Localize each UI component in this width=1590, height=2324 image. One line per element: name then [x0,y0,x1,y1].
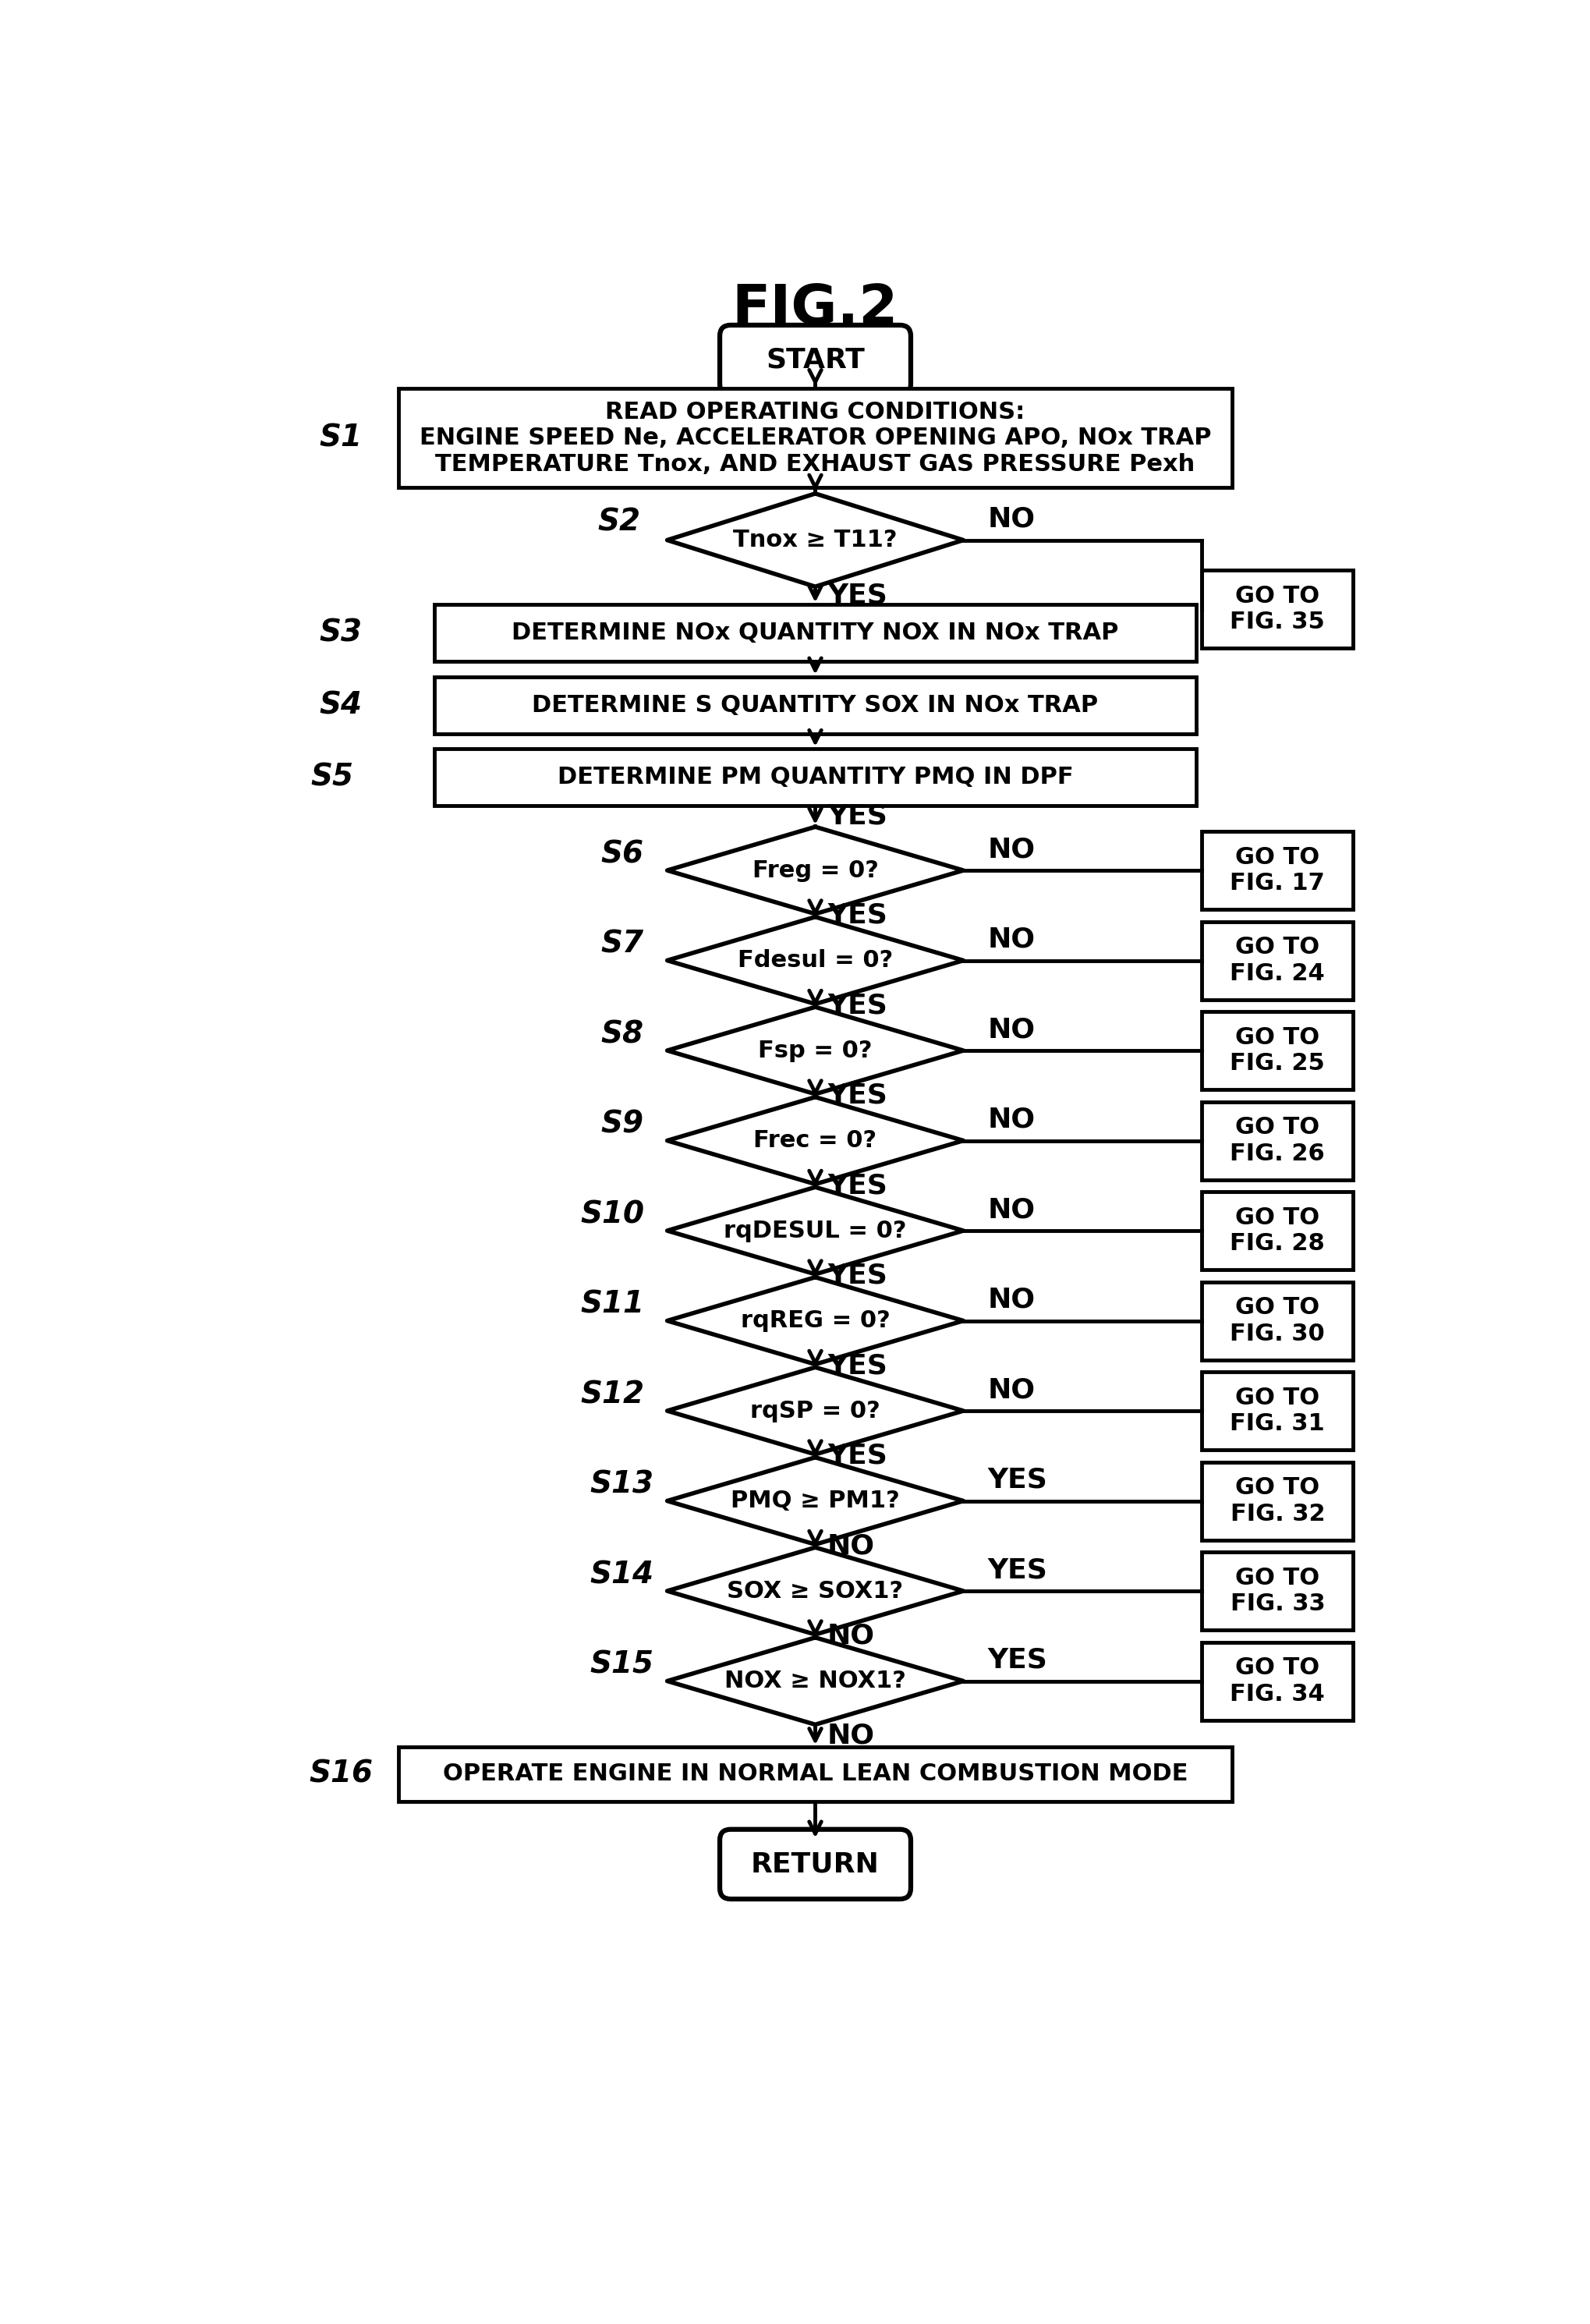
Text: S12: S12 [580,1380,644,1408]
Text: YES: YES [827,902,887,930]
Bar [1202,1552,1353,1629]
Text: S14: S14 [590,1559,653,1590]
Bar [1202,832,1353,909]
Text: GO TO
FIG. 32: GO TO FIG. 32 [1229,1476,1324,1525]
Text: Freg = 0?: Freg = 0? [752,860,878,881]
Bar [398,1748,1232,1801]
Bar [398,388,1232,488]
Polygon shape [666,918,964,1004]
Text: S7: S7 [599,930,642,960]
Text: RETURN: RETURN [750,1850,879,1878]
Bar [1202,1192,1353,1269]
Polygon shape [666,1006,964,1095]
Text: PMQ ≥ PM1?: PMQ ≥ PM1? [730,1490,900,1513]
Text: NO: NO [987,1287,1035,1313]
Text: YES: YES [987,1648,1046,1673]
Text: DETERMINE S QUANTITY SOX IN NOx TRAP: DETERMINE S QUANTITY SOX IN NOx TRAP [533,695,1097,716]
Text: S8: S8 [599,1020,642,1048]
Text: S3: S3 [320,618,363,648]
Text: Fdesul = 0?: Fdesul = 0? [738,948,892,971]
FancyBboxPatch shape [719,325,911,395]
Bar [1202,1462,1353,1541]
Bar [1202,1011,1353,1090]
Text: GO TO
FIG. 25: GO TO FIG. 25 [1229,1027,1324,1076]
Text: S9: S9 [599,1109,642,1139]
Text: YES: YES [827,1171,887,1199]
Text: GO TO
FIG. 28: GO TO FIG. 28 [1229,1206,1324,1255]
Text: DETERMINE PM QUANTITY PMQ IN DPF: DETERMINE PM QUANTITY PMQ IN DPF [556,767,1073,788]
Polygon shape [666,493,964,586]
Bar [1202,920,1353,999]
Text: YES: YES [827,1262,887,1290]
Text: GO TO
FIG. 31: GO TO FIG. 31 [1229,1387,1324,1436]
Text: GO TO
FIG. 35: GO TO FIG. 35 [1229,586,1324,634]
Text: S16: S16 [308,1759,372,1789]
Text: NO: NO [827,1622,874,1650]
Polygon shape [666,1097,964,1185]
Polygon shape [666,1367,964,1455]
Polygon shape [666,1457,964,1545]
Text: YES: YES [987,1466,1046,1492]
Bar [434,748,1196,806]
FancyBboxPatch shape [719,1829,911,1899]
Bar [1202,1371,1353,1450]
Bar [1202,1643,1353,1720]
Text: YES: YES [827,804,887,830]
Text: S15: S15 [590,1650,653,1680]
Text: Tnox ≥ T11?: Tnox ≥ T11? [733,530,897,551]
Text: SOX ≥ SOX1?: SOX ≥ SOX1? [727,1580,903,1601]
Bar [1202,1102,1353,1181]
Bar [1202,1283,1353,1360]
Text: YES: YES [827,1353,887,1378]
Text: GO TO
FIG. 24: GO TO FIG. 24 [1229,937,1324,985]
Text: YES: YES [827,1083,887,1109]
Text: S1: S1 [320,423,363,453]
Polygon shape [666,1278,964,1364]
Text: rqSP = 0?: rqSP = 0? [750,1399,879,1422]
Text: Frec = 0?: Frec = 0? [754,1129,876,1153]
Text: NO: NO [987,507,1035,532]
Text: S10: S10 [580,1199,644,1229]
Text: Fsp = 0?: Fsp = 0? [758,1039,871,1062]
Text: NO: NO [987,1016,1035,1043]
Text: S13: S13 [590,1469,653,1499]
Bar [1202,569,1353,648]
Text: GO TO
FIG. 17: GO TO FIG. 17 [1229,846,1324,895]
Text: S5: S5 [310,762,353,792]
Text: YES: YES [827,1443,887,1469]
Text: GO TO
FIG. 33: GO TO FIG. 33 [1229,1566,1324,1615]
Text: OPERATE ENGINE IN NORMAL LEAN COMBUSTION MODE: OPERATE ENGINE IN NORMAL LEAN COMBUSTION… [442,1764,1188,1785]
Text: NOX ≥ NOX1?: NOX ≥ NOX1? [723,1669,906,1692]
Text: NO: NO [827,1532,874,1559]
Polygon shape [666,827,964,913]
Bar [434,676,1196,734]
Polygon shape [666,1638,964,1724]
Text: NO: NO [987,1197,1035,1222]
Polygon shape [666,1188,964,1274]
Bar [434,604,1196,662]
Text: START: START [765,346,865,374]
Text: GO TO
FIG. 26: GO TO FIG. 26 [1229,1116,1324,1164]
Text: DETERMINE NOx QUANTITY NOX IN NOx TRAP: DETERMINE NOx QUANTITY NOX IN NOx TRAP [512,623,1118,644]
Text: rqREG = 0?: rqREG = 0? [741,1308,889,1332]
Text: YES: YES [827,992,887,1018]
Text: NO: NO [827,1722,874,1750]
Text: YES: YES [827,583,887,609]
Text: GO TO
FIG. 34: GO TO FIG. 34 [1229,1657,1324,1706]
Text: GO TO
FIG. 30: GO TO FIG. 30 [1229,1297,1324,1346]
Text: S2: S2 [598,507,641,537]
Polygon shape [666,1548,964,1634]
Text: NO: NO [987,1106,1035,1132]
Text: S6: S6 [599,839,642,869]
Text: S11: S11 [580,1290,644,1320]
Text: READ OPERATING CONDITIONS:
ENGINE SPEED Ne, ACCELERATOR OPENING APO, NOx TRAP
TE: READ OPERATING CONDITIONS: ENGINE SPEED … [420,400,1210,476]
Text: FIG.2: FIG.2 [731,281,898,335]
Text: NO: NO [987,837,1035,862]
Text: S4: S4 [320,690,363,720]
Text: NO: NO [987,927,1035,953]
Text: rqDESUL = 0?: rqDESUL = 0? [723,1220,906,1241]
Text: YES: YES [987,1557,1046,1583]
Text: NO: NO [987,1376,1035,1404]
